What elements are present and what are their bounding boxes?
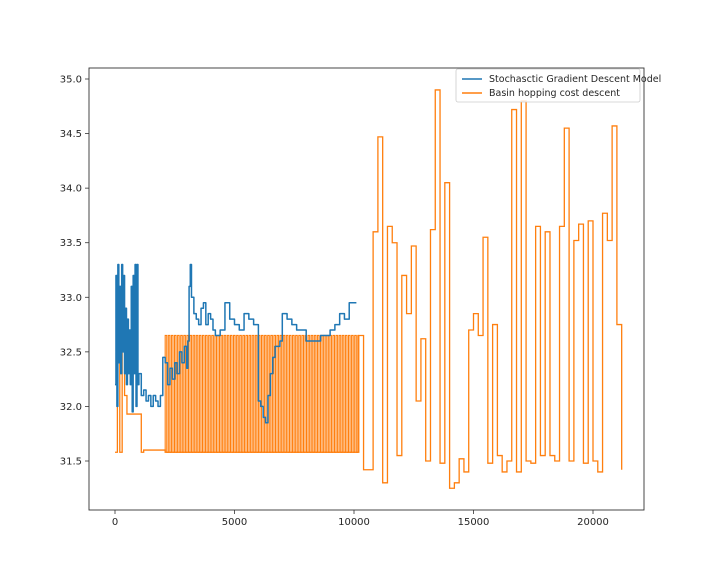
legend-basin-label: Basin hopping cost descent	[489, 88, 620, 99]
basin-hopping-line	[115, 89, 623, 489]
plot-area	[115, 89, 623, 489]
axes-frame	[88, 67, 645, 511]
y-tick-label: 34.5	[60, 129, 82, 140]
y-tick-label: 32.5	[60, 347, 82, 358]
y-tick-label: 33.5	[60, 238, 82, 249]
x-tick-label: 5000	[222, 517, 247, 528]
y-tick-label: 32.0	[60, 402, 82, 413]
y-axis: 31.5 32.0 32.5 33.0 33.5 34.0 34.5 35.0	[60, 75, 89, 468]
y-tick-label: 35.0	[60, 75, 82, 86]
legend: Stochasctic Gradient Descent Model Basin…	[455, 68, 661, 103]
legend-box	[455, 68, 641, 103]
x-axis: 0 5000 10000 15000 20000	[112, 510, 609, 528]
y-tick-label: 33.0	[60, 293, 82, 304]
x-tick-label: 15000	[458, 517, 490, 528]
basin-oscillation-segment	[164, 334, 359, 453]
x-tick-label: 10000	[338, 517, 370, 528]
x-tick-label: 20000	[577, 517, 609, 528]
sgd-line	[115, 263, 357, 424]
dense-oscillation-band	[164, 334, 359, 453]
y-tick-label: 34.0	[60, 184, 82, 195]
y-tick-label: 31.5	[60, 457, 82, 468]
x-tick-label: 0	[112, 517, 118, 528]
legend-sgd-label: Stochasctic Gradient Descent Model	[489, 74, 661, 85]
